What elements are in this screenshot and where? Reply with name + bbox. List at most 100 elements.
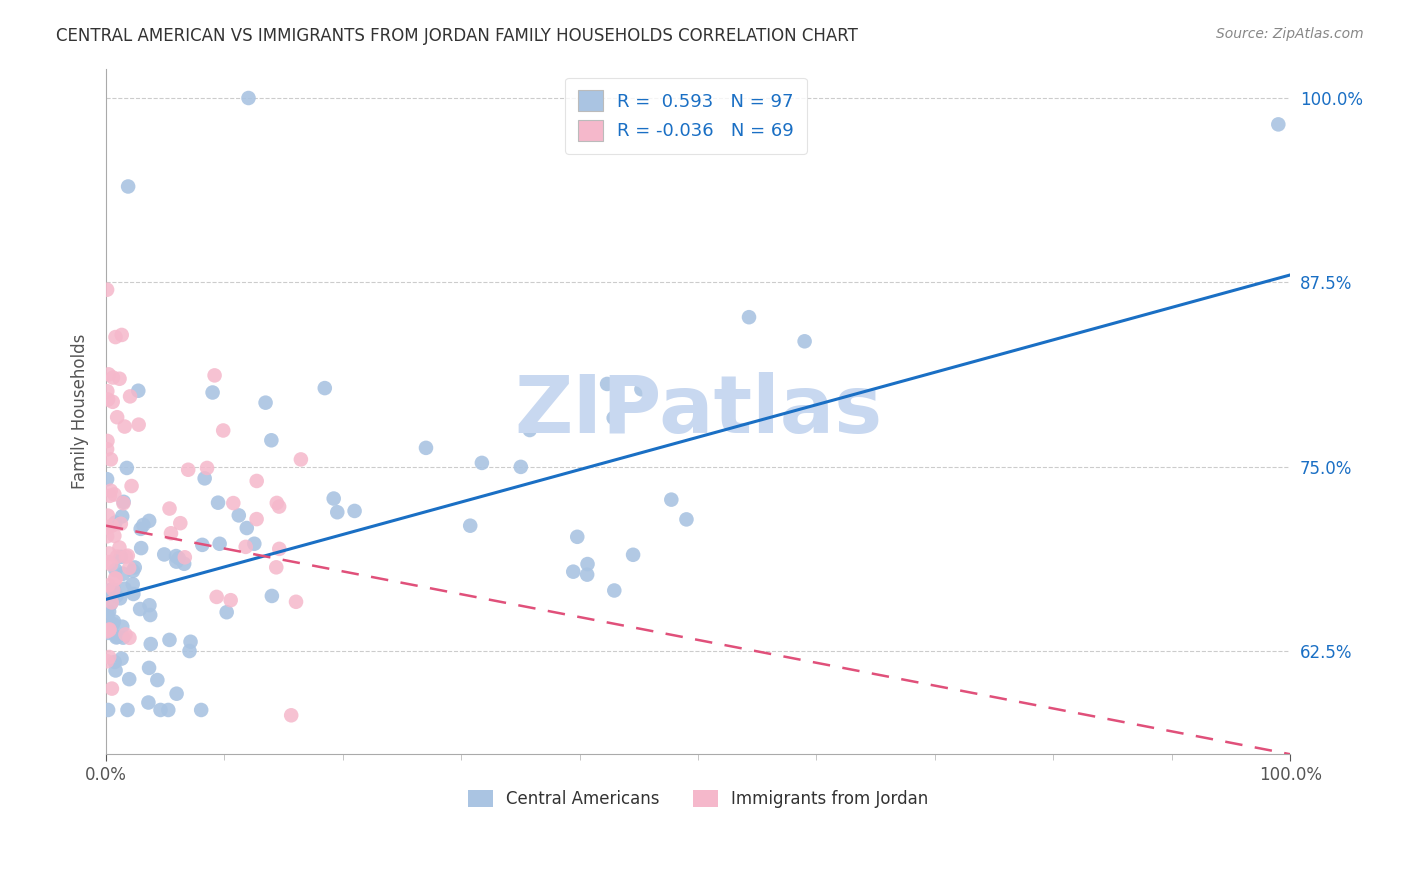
Point bbox=[108, 541, 131, 555]
Point bbox=[169, 516, 191, 531]
Point bbox=[98, 605, 121, 619]
Point bbox=[264, 560, 287, 574]
Point bbox=[118, 561, 141, 575]
Point bbox=[138, 599, 160, 613]
Point bbox=[129, 522, 152, 536]
Point bbox=[228, 508, 250, 523]
Point bbox=[103, 615, 125, 629]
Point bbox=[509, 459, 531, 474]
Point bbox=[567, 530, 589, 544]
Legend: Central Americans, Immigrants from Jordan: Central Americans, Immigrants from Jorda… bbox=[461, 783, 935, 814]
Point bbox=[98, 583, 121, 598]
Point bbox=[132, 518, 155, 533]
Point bbox=[115, 461, 138, 475]
Point bbox=[118, 672, 141, 686]
Point bbox=[266, 496, 288, 510]
Point bbox=[160, 526, 183, 541]
Point bbox=[97, 584, 120, 599]
Point bbox=[195, 461, 218, 475]
Point bbox=[110, 651, 132, 665]
Point bbox=[96, 283, 118, 297]
Point bbox=[205, 590, 228, 604]
Point bbox=[1267, 117, 1289, 131]
Point bbox=[112, 631, 135, 645]
Point bbox=[129, 602, 152, 616]
Point bbox=[222, 496, 245, 510]
Point bbox=[243, 537, 266, 551]
Point bbox=[138, 696, 160, 710]
Point bbox=[97, 392, 120, 407]
Point bbox=[112, 495, 135, 509]
Point bbox=[96, 529, 118, 543]
Point bbox=[207, 496, 229, 510]
Point bbox=[153, 548, 176, 562]
Point bbox=[105, 589, 128, 603]
Point bbox=[215, 605, 238, 619]
Point bbox=[122, 587, 145, 601]
Text: CENTRAL AMERICAN VS IMMIGRANTS FROM JORDAN FAMILY HOUSEHOLDS CORRELATION CHART: CENTRAL AMERICAN VS IMMIGRANTS FROM JORD… bbox=[56, 27, 858, 45]
Point bbox=[101, 617, 124, 632]
Point bbox=[104, 571, 127, 585]
Point bbox=[458, 518, 481, 533]
Point bbox=[117, 703, 139, 717]
Point bbox=[112, 496, 135, 510]
Point bbox=[138, 661, 160, 675]
Point bbox=[111, 509, 134, 524]
Point bbox=[101, 681, 124, 696]
Point bbox=[269, 500, 291, 514]
Point bbox=[576, 557, 599, 571]
Point bbox=[100, 597, 122, 611]
Point bbox=[204, 368, 226, 383]
Point bbox=[659, 492, 682, 507]
Point bbox=[98, 546, 121, 560]
Point bbox=[105, 631, 128, 645]
Point bbox=[100, 595, 122, 609]
Point bbox=[596, 376, 619, 391]
Y-axis label: Family Households: Family Households bbox=[72, 334, 89, 489]
Point bbox=[103, 529, 125, 543]
Point bbox=[96, 520, 118, 534]
Point bbox=[103, 583, 125, 598]
Point bbox=[149, 703, 172, 717]
Point bbox=[165, 549, 187, 563]
Point bbox=[738, 310, 761, 325]
Point bbox=[121, 577, 143, 591]
Point bbox=[326, 505, 349, 519]
Point bbox=[110, 549, 132, 564]
Point bbox=[208, 537, 231, 551]
Point bbox=[100, 483, 122, 498]
Point bbox=[104, 572, 127, 586]
Point bbox=[630, 382, 652, 396]
Point bbox=[219, 593, 242, 607]
Point bbox=[128, 417, 150, 432]
Point bbox=[238, 91, 260, 105]
Point bbox=[793, 334, 815, 349]
Point bbox=[260, 434, 283, 448]
Point bbox=[343, 504, 366, 518]
Point bbox=[103, 582, 125, 597]
Point bbox=[104, 664, 127, 678]
Point bbox=[314, 381, 336, 395]
Point bbox=[96, 624, 118, 639]
Point bbox=[129, 541, 152, 555]
Point bbox=[415, 441, 437, 455]
Point bbox=[165, 555, 187, 569]
Point bbox=[121, 479, 143, 493]
Point bbox=[100, 558, 122, 572]
Point bbox=[236, 521, 259, 535]
Point bbox=[114, 627, 136, 641]
Point bbox=[105, 410, 128, 425]
Point bbox=[260, 589, 283, 603]
Point bbox=[146, 673, 169, 687]
Point bbox=[246, 474, 269, 488]
Point bbox=[180, 634, 202, 648]
Point bbox=[101, 586, 124, 600]
Point bbox=[101, 518, 124, 533]
Point bbox=[173, 550, 195, 565]
Point bbox=[322, 491, 344, 506]
Point bbox=[97, 703, 120, 717]
Point bbox=[97, 626, 120, 640]
Point bbox=[98, 489, 121, 503]
Point bbox=[194, 471, 217, 485]
Point bbox=[97, 555, 120, 569]
